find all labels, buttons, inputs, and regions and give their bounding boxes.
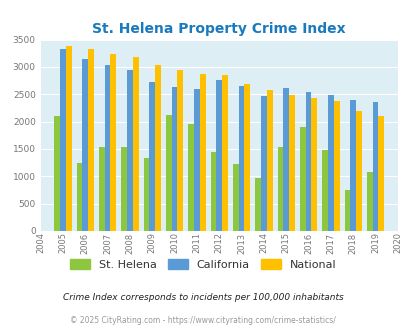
Bar (372, 102, 377, 231)
Bar (66, 46, 71, 231)
Text: © 2025 CityRating.com - https://www.cityrating.com/crime-statistics/: © 2025 CityRating.com - https://www.city… (70, 316, 335, 325)
Bar (277, 147, 283, 231)
Bar (132, 57, 138, 231)
Title: St. Helena Property Crime Index: St. Helena Property Crime Index (92, 22, 345, 36)
Bar (322, 149, 327, 231)
Bar (355, 111, 361, 231)
Bar (82, 59, 88, 231)
Bar (199, 74, 205, 231)
Bar (155, 65, 160, 231)
Bar (104, 65, 110, 231)
Bar (149, 82, 155, 231)
Bar (255, 178, 260, 231)
Bar (77, 163, 82, 231)
Bar (305, 92, 311, 231)
Bar (232, 164, 238, 231)
Bar (143, 158, 149, 231)
Bar (54, 116, 60, 231)
Bar (216, 80, 222, 231)
Bar (127, 70, 132, 231)
Bar (222, 75, 227, 231)
Text: Crime Index corresponds to incidents per 100,000 inhabitants: Crime Index corresponds to incidents per… (62, 293, 343, 302)
Bar (283, 88, 288, 231)
Bar (327, 95, 333, 231)
Bar (311, 98, 316, 231)
Bar (366, 172, 372, 231)
Bar (344, 190, 350, 231)
Legend: St. Helena, California, National: St. Helena, California, National (70, 259, 335, 270)
Bar (121, 147, 127, 231)
Bar (288, 95, 294, 231)
Bar (238, 85, 244, 231)
Bar (166, 115, 171, 231)
Bar (171, 87, 177, 231)
Bar (210, 152, 216, 231)
Bar (333, 101, 339, 231)
Bar (194, 89, 199, 231)
Bar (110, 54, 116, 231)
Bar (244, 84, 249, 231)
Bar (299, 127, 305, 231)
Bar (350, 100, 355, 231)
Bar (60, 50, 66, 231)
Bar (99, 147, 104, 231)
Bar (260, 96, 266, 231)
Bar (377, 116, 383, 231)
Bar (188, 124, 194, 231)
Bar (88, 50, 94, 231)
Bar (266, 90, 272, 231)
Bar (177, 70, 183, 231)
